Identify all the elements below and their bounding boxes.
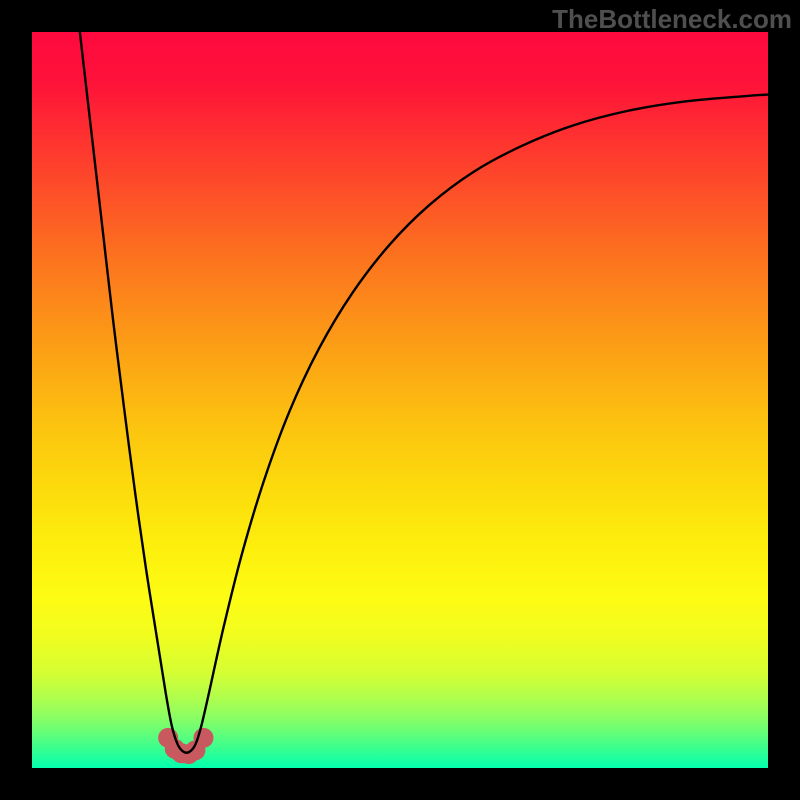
plot-background — [32, 32, 768, 768]
chart-container: TheBottleneck.com — [0, 0, 800, 800]
watermark-text: TheBottleneck.com — [552, 4, 792, 35]
bottleneck-chart — [0, 0, 800, 800]
